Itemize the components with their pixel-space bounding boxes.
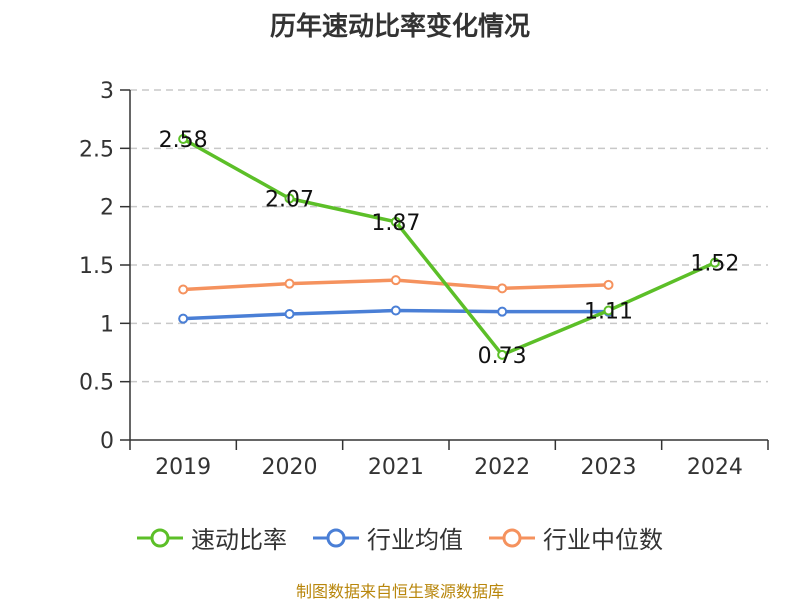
legend-line-icon bbox=[137, 528, 183, 547]
x-tick-label: 2022 bbox=[474, 455, 530, 480]
legend-item-industry-median[interactable]: 行业中位数 bbox=[489, 520, 663, 555]
chart-title: 历年速动比率变化情况 bbox=[269, 12, 530, 42]
y-tick-label: 1 bbox=[100, 312, 114, 337]
x-tick-label: 2023 bbox=[581, 455, 637, 480]
data-point bbox=[603, 279, 614, 290]
y-tick-label: 3 bbox=[100, 79, 114, 104]
legend-line-icon bbox=[313, 528, 359, 547]
y-tick-label: 2.5 bbox=[79, 137, 114, 162]
legend-label: 行业均值 bbox=[367, 526, 463, 554]
data-point bbox=[497, 283, 508, 294]
data-point bbox=[178, 284, 189, 295]
legend-line-icon bbox=[489, 528, 535, 547]
source-note: 制图数据来自恒生聚源数据库 bbox=[295, 582, 504, 601]
data-point bbox=[390, 305, 401, 316]
data-point bbox=[497, 349, 508, 360]
data-point bbox=[284, 193, 295, 204]
x-tick-label: 2020 bbox=[262, 455, 318, 480]
data-point bbox=[390, 216, 401, 227]
legend-label: 速动比率 bbox=[191, 526, 287, 554]
legend-label: 行业中位数 bbox=[543, 526, 663, 554]
data-point bbox=[390, 275, 401, 286]
data-label: 0.73 bbox=[478, 344, 527, 369]
x-tick-label: 2019 bbox=[155, 455, 211, 480]
grid-lines bbox=[130, 89, 768, 383]
data-label: 2.58 bbox=[159, 128, 208, 153]
data-label: 1.11 bbox=[584, 300, 633, 325]
y-tick-label: 0.5 bbox=[79, 371, 114, 396]
legend-item-industry-mean[interactable]: 行业均值 bbox=[313, 520, 463, 555]
data-label: 1.52 bbox=[690, 252, 739, 277]
data-point bbox=[284, 309, 295, 319]
series-lines bbox=[178, 134, 720, 360]
data-label: 1.87 bbox=[371, 211, 420, 236]
legend-item-quick-ratio[interactable]: 速动比率 bbox=[137, 520, 287, 555]
data-point bbox=[178, 134, 189, 144]
data-labels: 2.58 2.07 1.87 0.73 1.11 1.52 bbox=[159, 128, 740, 369]
data-point bbox=[284, 278, 295, 289]
data-point bbox=[603, 305, 614, 316]
data-point bbox=[178, 313, 189, 324]
x-tick-label: 2021 bbox=[368, 455, 424, 480]
y-tick-label: 1.5 bbox=[79, 254, 114, 279]
y-tick-label: 0 bbox=[100, 429, 114, 454]
y-tick-label: 2 bbox=[100, 196, 114, 221]
x-tick-label: 2024 bbox=[687, 455, 743, 480]
data-label: 2.07 bbox=[265, 188, 314, 213]
data-point bbox=[709, 257, 720, 268]
legend: 速动比率 行业均值 行业中位数 bbox=[0, 520, 800, 555]
data-point bbox=[497, 306, 508, 317]
series-line bbox=[182, 137, 716, 357]
